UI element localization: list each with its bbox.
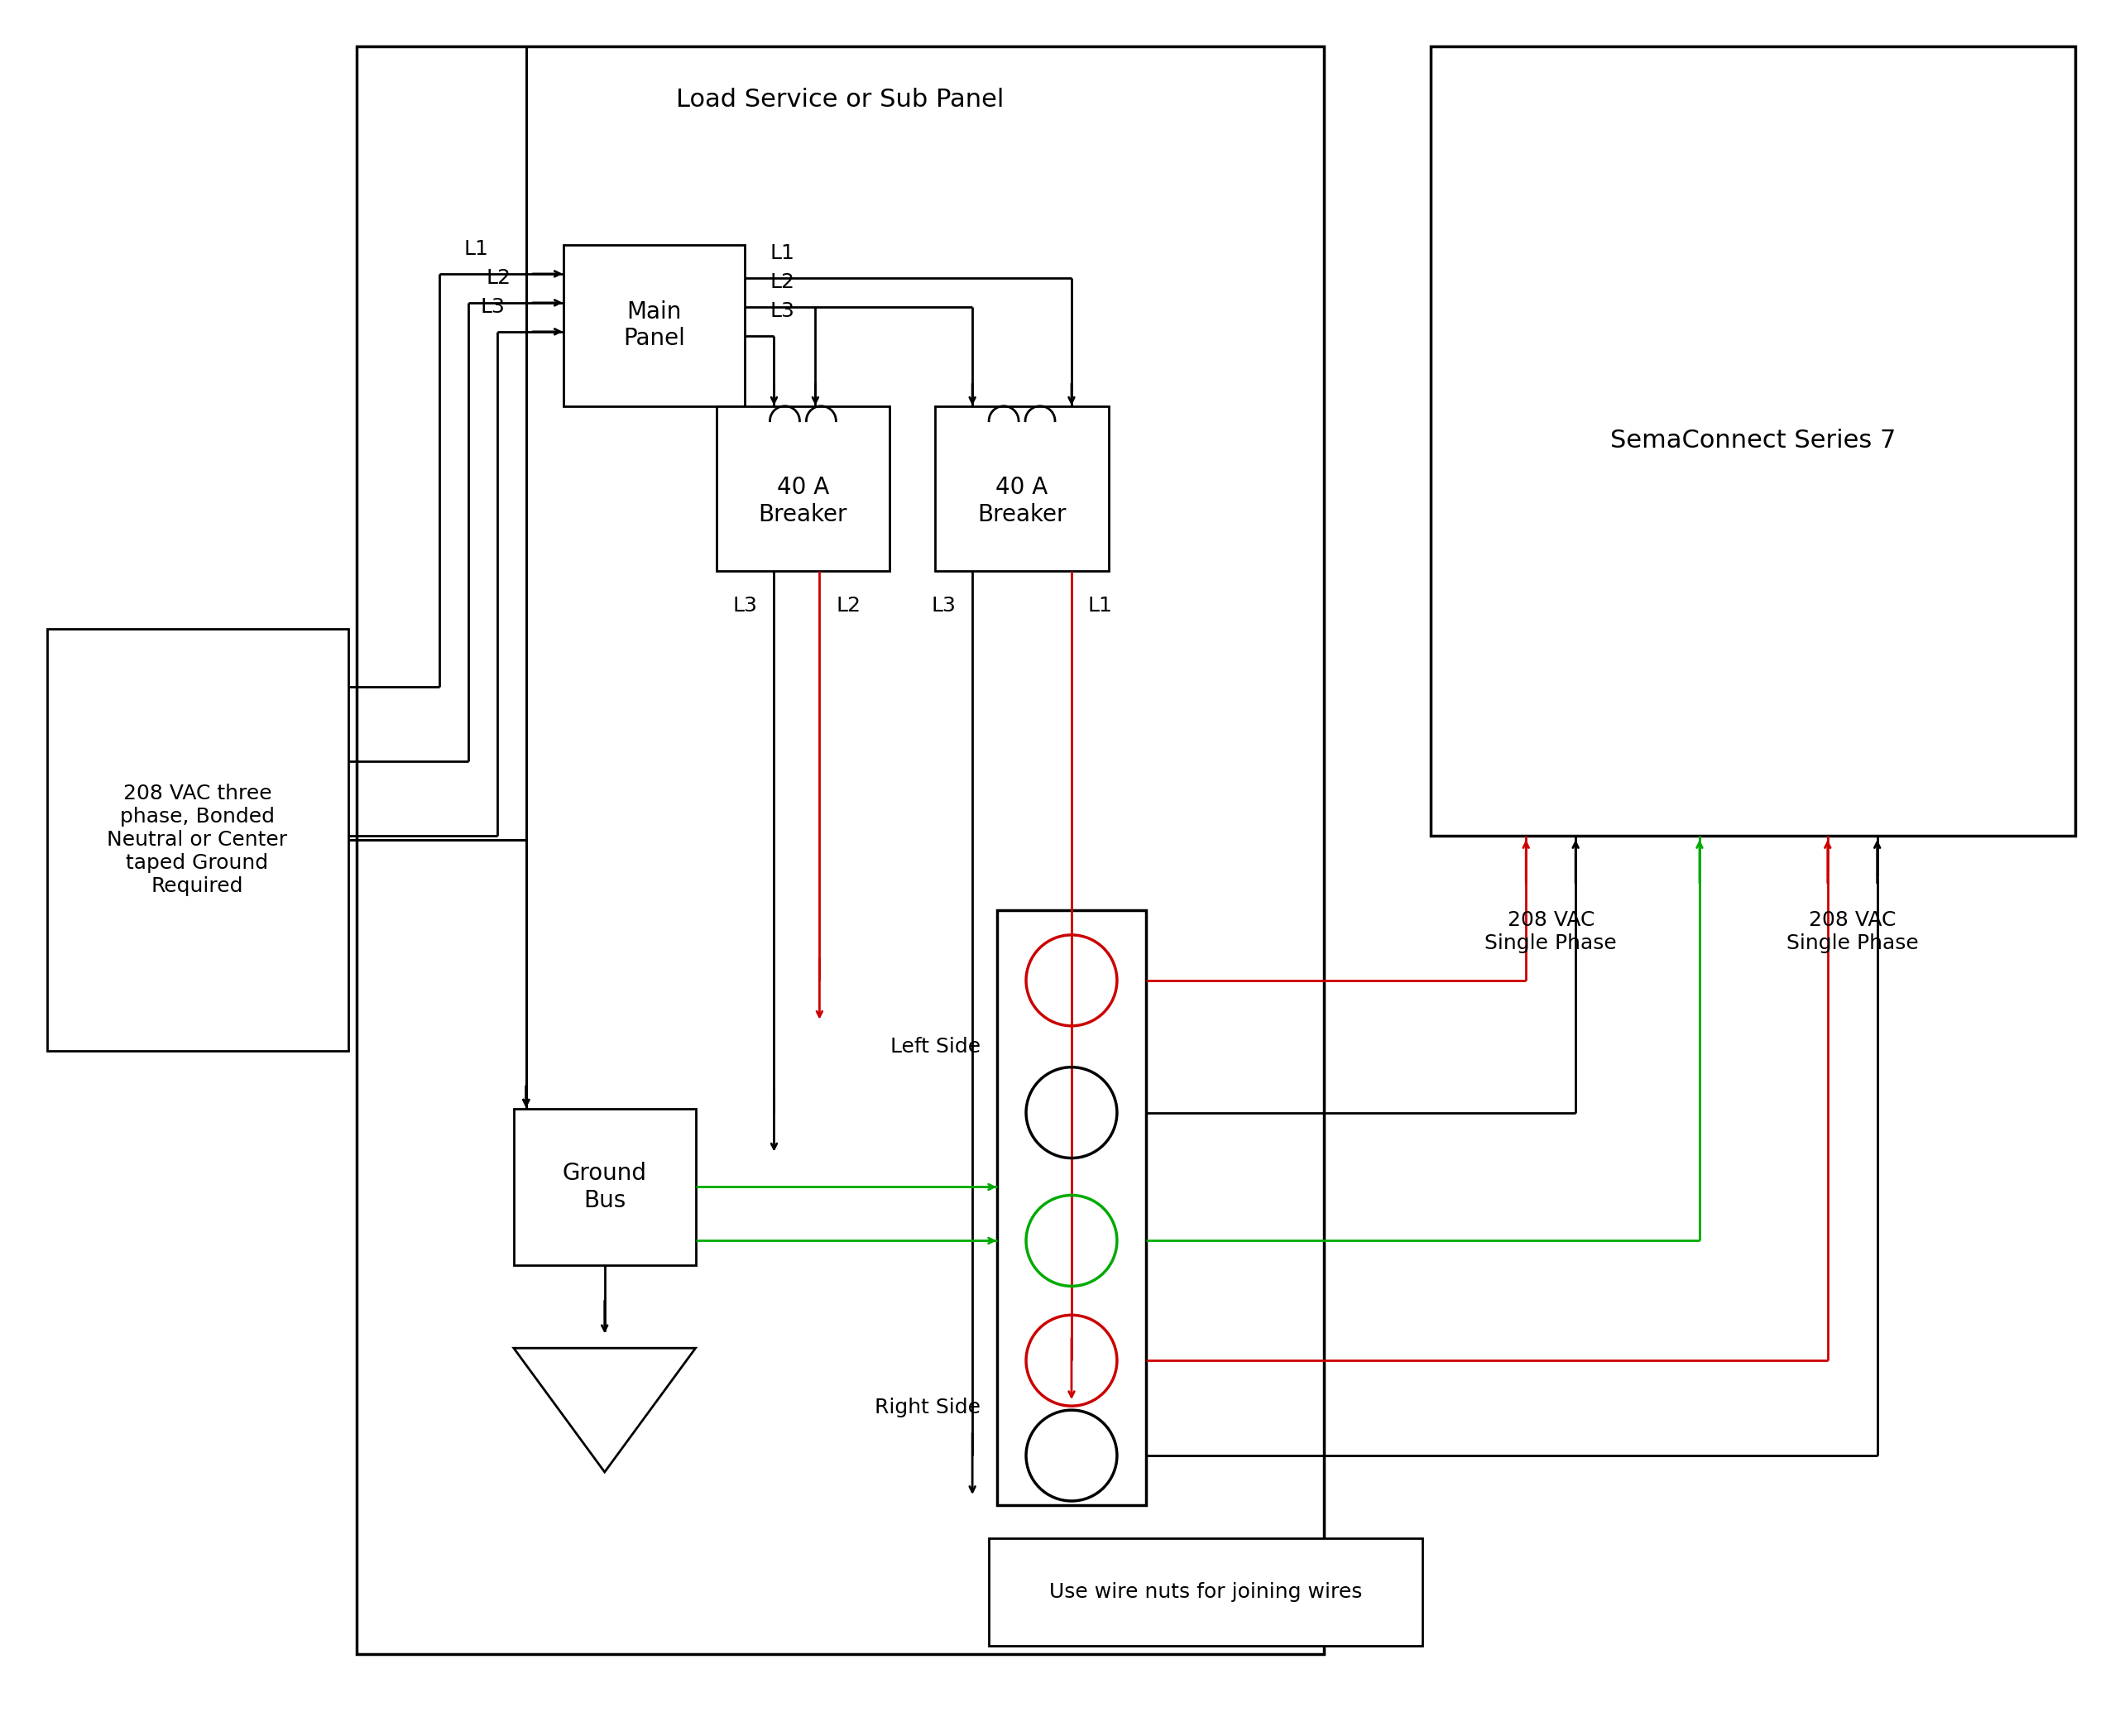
Text: L1: L1 — [770, 243, 795, 264]
Text: Ground
Bus: Ground Bus — [563, 1161, 648, 1212]
Text: Right Side: Right Side — [876, 1397, 981, 1418]
Text: SemaConnect Series 7: SemaConnect Series 7 — [1610, 429, 1897, 453]
Text: L3: L3 — [770, 300, 795, 321]
Text: L2: L2 — [487, 267, 511, 288]
Bar — [1431, 47, 2076, 835]
Bar — [935, 406, 1108, 571]
Text: Main
Panel: Main Panel — [622, 300, 686, 351]
Text: L1: L1 — [464, 240, 490, 259]
Text: Load Service or Sub Panel: Load Service or Sub Panel — [675, 89, 1004, 111]
Text: L1: L1 — [1089, 595, 1112, 616]
Text: 208 VAC three
phase, Bonded
Neutral or Center
taped Ground
Required: 208 VAC three phase, Bonded Neutral or C… — [108, 785, 287, 896]
Bar — [357, 47, 1323, 1654]
Text: 208 VAC
Single Phase: 208 VAC Single Phase — [1485, 910, 1616, 953]
Text: Use wire nuts for joining wires: Use wire nuts for joining wires — [1049, 1581, 1361, 1602]
Bar — [990, 1538, 1422, 1646]
Text: L3: L3 — [481, 297, 506, 316]
Text: 40 A
Breaker: 40 A Breaker — [757, 476, 848, 526]
Text: L2: L2 — [770, 273, 795, 292]
Bar — [998, 910, 1146, 1505]
Text: Left Side: Left Side — [890, 1036, 981, 1057]
Text: L3: L3 — [931, 595, 956, 616]
Text: L2: L2 — [836, 595, 861, 616]
Text: 208 VAC
Single Phase: 208 VAC Single Phase — [1787, 910, 1918, 953]
Bar — [563, 245, 745, 406]
Text: 40 A
Breaker: 40 A Breaker — [977, 476, 1066, 526]
Bar — [715, 406, 890, 571]
Text: L3: L3 — [732, 595, 757, 616]
Bar — [513, 1109, 696, 1266]
Bar — [46, 628, 348, 1050]
